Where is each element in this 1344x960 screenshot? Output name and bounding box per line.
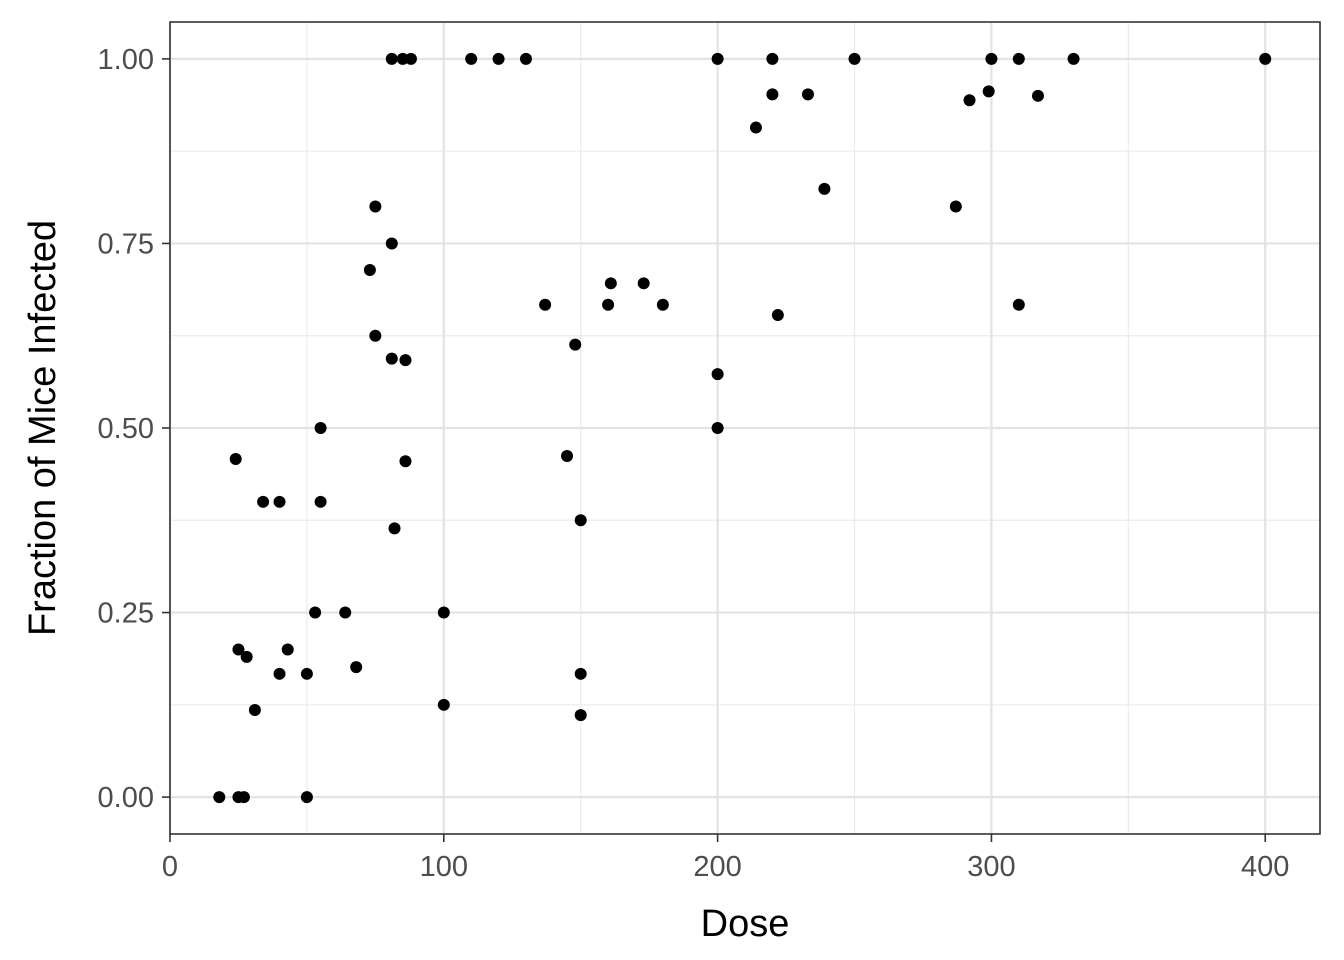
- x-tick-label: 300: [967, 851, 1015, 883]
- data-point: [656, 298, 669, 311]
- data-point: [637, 277, 650, 290]
- data-point: [314, 495, 327, 508]
- data-point: [399, 455, 412, 468]
- y-axis-ticks: 0.00 0.25 0.50 0.75 1.00: [98, 44, 170, 814]
- data-point: [369, 329, 382, 342]
- data-point: [363, 264, 376, 277]
- data-point: [1031, 89, 1044, 102]
- y-axis-title: Fraction of Mice Infected: [22, 220, 64, 636]
- data-point: [314, 422, 327, 434]
- x-tick-label: 400: [1241, 851, 1289, 883]
- data-point: [749, 121, 762, 134]
- data-point: [240, 650, 253, 663]
- data-point: [232, 643, 245, 656]
- y-tick-label: 0.50: [98, 413, 154, 445]
- data-point: [985, 52, 998, 65]
- y-tick-label: 0.00: [98, 782, 154, 814]
- data-point: [949, 200, 962, 213]
- grid-major: [168, 22, 1320, 834]
- data-point: [339, 606, 352, 619]
- data-point: [569, 338, 582, 351]
- data-point: [399, 354, 412, 367]
- data-point: [492, 52, 505, 65]
- data-point: [574, 514, 587, 527]
- x-axis-title: Dose: [701, 903, 790, 945]
- data-point: [396, 52, 409, 65]
- data-point: [766, 88, 779, 101]
- data-point: [1259, 52, 1272, 65]
- data-point: [350, 661, 363, 674]
- data-point: [437, 606, 450, 619]
- data-point: [248, 703, 261, 716]
- data-point: [771, 309, 784, 322]
- data-point: [711, 422, 724, 434]
- y-tick-label: 1.00: [98, 44, 154, 76]
- data-point: [281, 643, 294, 656]
- data-point: [237, 791, 250, 804]
- data-point: [385, 52, 398, 65]
- data-point: [801, 88, 814, 101]
- data-point: [963, 94, 976, 107]
- x-tick-label: 100: [420, 851, 468, 883]
- data-point: [602, 298, 615, 311]
- data-point: [388, 522, 401, 535]
- x-tick-label: 0: [162, 851, 178, 883]
- data-point: [561, 450, 574, 463]
- data-point: [257, 495, 270, 508]
- y-tick-label: 0.75: [98, 228, 154, 260]
- x-axis-ticks: 0 100 200 300 400: [162, 834, 1289, 883]
- data-point: [213, 791, 226, 804]
- data-point: [519, 52, 532, 65]
- data-point: [574, 709, 587, 722]
- data-point: [711, 368, 724, 381]
- data-point: [369, 200, 382, 213]
- data-point: [1012, 298, 1025, 311]
- data-point: [404, 52, 417, 65]
- data-points: [213, 52, 1272, 804]
- data-point: [982, 85, 995, 98]
- data-point: [273, 495, 286, 508]
- data-point: [437, 698, 450, 711]
- data-point: [300, 791, 313, 804]
- data-point: [465, 52, 478, 65]
- data-point: [766, 52, 779, 65]
- data-point: [309, 606, 322, 619]
- data-point: [818, 182, 831, 195]
- data-point: [711, 52, 724, 65]
- data-point: [848, 52, 861, 65]
- data-point: [604, 277, 617, 290]
- grid-minor: [170, 22, 1320, 834]
- data-point: [385, 352, 398, 365]
- data-point: [1067, 52, 1080, 65]
- y-tick-label: 0.25: [98, 598, 154, 630]
- data-point: [300, 667, 313, 680]
- x-tick-label: 200: [693, 851, 741, 883]
- data-point: [385, 237, 398, 250]
- data-point: [273, 667, 286, 680]
- data-point: [539, 298, 552, 311]
- data-point: [574, 667, 587, 680]
- data-point: [229, 453, 242, 466]
- data-point: [1012, 52, 1025, 65]
